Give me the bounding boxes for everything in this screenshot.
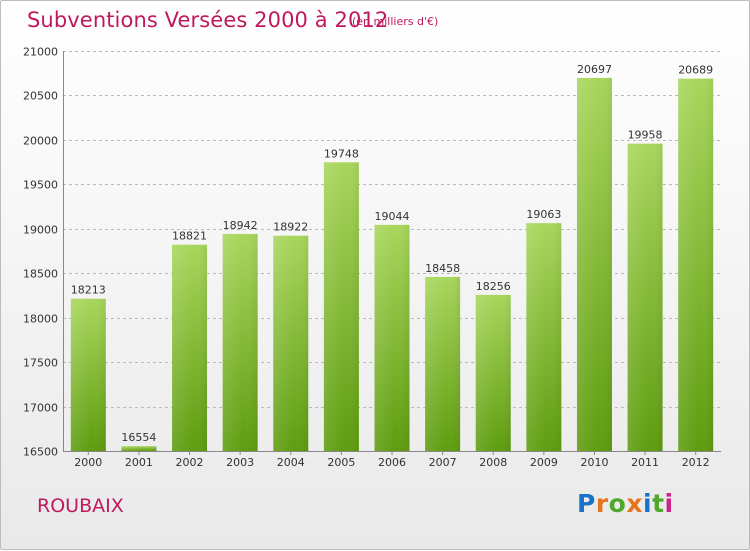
y-tick-label: 17500 — [23, 357, 58, 370]
value-label-2004: 18922 — [273, 221, 308, 234]
x-tick-label-2005: 2005 — [327, 456, 355, 469]
value-label-2008: 18256 — [476, 280, 511, 293]
value-label-2007: 18458 — [425, 262, 460, 275]
value-label-2002: 18821 — [172, 230, 207, 243]
logo-letter: i — [643, 489, 653, 518]
logo-letter: P — [577, 489, 596, 518]
chart-unit: (en milliers d'€) — [352, 15, 439, 28]
x-tick-label-2007: 2007 — [429, 456, 457, 469]
value-label-2001: 16554 — [121, 431, 156, 444]
bar-shade-2000 — [70, 298, 106, 451]
value-label-2003: 18942 — [223, 219, 258, 232]
bar-shade-2009 — [526, 223, 562, 451]
bar-shade-2004 — [273, 235, 309, 451]
y-tick-label: 18000 — [23, 313, 58, 326]
bar-shade-2012 — [678, 78, 714, 452]
logo-letter: r — [595, 489, 609, 518]
y-tick-label: 20500 — [23, 90, 58, 103]
y-tick-label: 21000 — [23, 46, 58, 59]
x-tick-label-2001: 2001 — [125, 456, 153, 469]
x-tick-label-2012: 2012 — [682, 456, 710, 469]
bar-shade-2008 — [475, 294, 511, 451]
bar-shade-2002 — [172, 244, 208, 451]
proxiti-logo: Proxiti — [577, 489, 674, 518]
y-tick-label: 17000 — [23, 402, 58, 415]
value-label-2006: 19044 — [375, 210, 410, 223]
bar-shade-2007 — [425, 276, 461, 451]
x-tick-label-2010: 2010 — [580, 456, 608, 469]
x-tick-label-2003: 2003 — [226, 456, 254, 469]
logo-letter: x — [626, 489, 643, 518]
chart-title: Subventions Versées 2000 à 2012 — [27, 8, 389, 32]
value-label-2009: 19063 — [526, 208, 561, 221]
bar-shade-2003 — [222, 233, 258, 451]
bars — [70, 77, 714, 452]
x-tick-label-2011: 2011 — [631, 456, 659, 469]
x-tick-label-2008: 2008 — [479, 456, 507, 469]
data-labels: 18213 16554 18821 18942 18922 19748 19044 18458… — [71, 63, 713, 444]
value-label-2000: 18213 — [71, 284, 106, 297]
x-tick-label-2000: 2000 — [74, 456, 102, 469]
logo-letter: i — [664, 489, 674, 518]
bar-shade-2010 — [576, 77, 612, 451]
y-tick-label: 19000 — [23, 224, 58, 237]
y-tick-label: 20000 — [23, 135, 58, 148]
bar-shade-2006 — [374, 224, 410, 451]
logo-letter: o — [608, 489, 627, 518]
bar-shade-2011 — [627, 143, 663, 451]
axes: 16500 17000 17500 18000 18500 19000 19500 20000… — [23, 46, 721, 469]
value-label-2010: 20697 — [577, 63, 612, 76]
y-tick-label: 18500 — [23, 268, 58, 281]
x-tick-label-2002: 2002 — [176, 456, 204, 469]
logo-letter: t — [652, 489, 665, 518]
x-tick-label-2004: 2004 — [277, 456, 305, 469]
bar-shade-2005 — [323, 162, 359, 452]
value-label-2012: 20689 — [678, 64, 713, 77]
bar-shade-2001 — [121, 446, 157, 451]
y-tick-label: 19500 — [23, 179, 58, 192]
commune-name: ROUBAIX — [37, 495, 124, 517]
x-tick-label-2009: 2009 — [530, 456, 558, 469]
value-label-2011: 19958 — [628, 129, 663, 142]
value-label-2005: 19748 — [324, 147, 359, 160]
y-tick-label: 16500 — [23, 446, 58, 459]
x-tick-label-2006: 2006 — [378, 456, 406, 469]
